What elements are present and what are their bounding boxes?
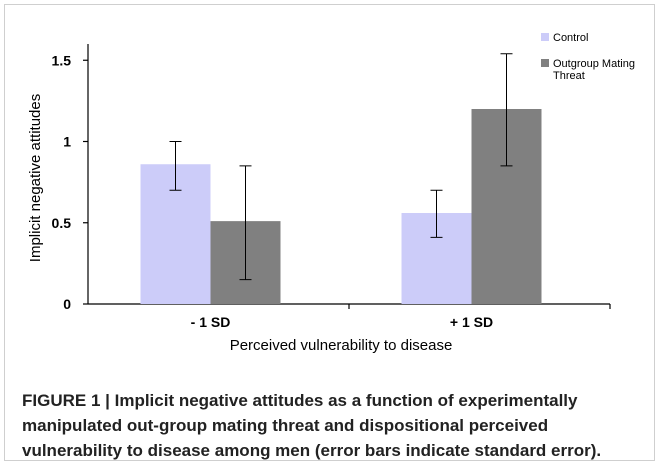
x-axis-title: Perceived vulnerability to disease	[230, 337, 453, 354]
chart-error-bars	[169, 53, 513, 281]
y-tick-label: 0.5	[52, 215, 72, 231]
y-tick-label: 1	[63, 134, 71, 150]
x-category-label: + 1 SD	[450, 314, 493, 330]
legend-swatch	[541, 33, 549, 41]
y-tick-label: 0	[63, 296, 71, 312]
legend-label: Outgroup Mating	[553, 58, 635, 70]
y-axis-title: Implicit negative attitudes	[27, 94, 44, 262]
y-tick-label: 1.5	[52, 52, 72, 68]
chart-category-labels: - 1 SD + 1 SD	[191, 314, 493, 330]
bar-chart: 0 0.5 1 1.5 - 1 SD + 1 SD Perceived vulnerab…	[27, 32, 635, 354]
legend-label: Control	[553, 32, 588, 44]
legend-label-continued: Threat	[553, 70, 585, 82]
figure-caption: FIGURE 1 | Implicit negative attitudes a…	[22, 391, 602, 460]
x-category-label: - 1 SD	[191, 314, 231, 330]
chart-bars	[140, 109, 542, 304]
legend-swatch	[541, 59, 549, 67]
chart-tick-labels: 0 0.5 1 1.5	[52, 52, 72, 312]
figure-frame	[4, 4, 655, 461]
